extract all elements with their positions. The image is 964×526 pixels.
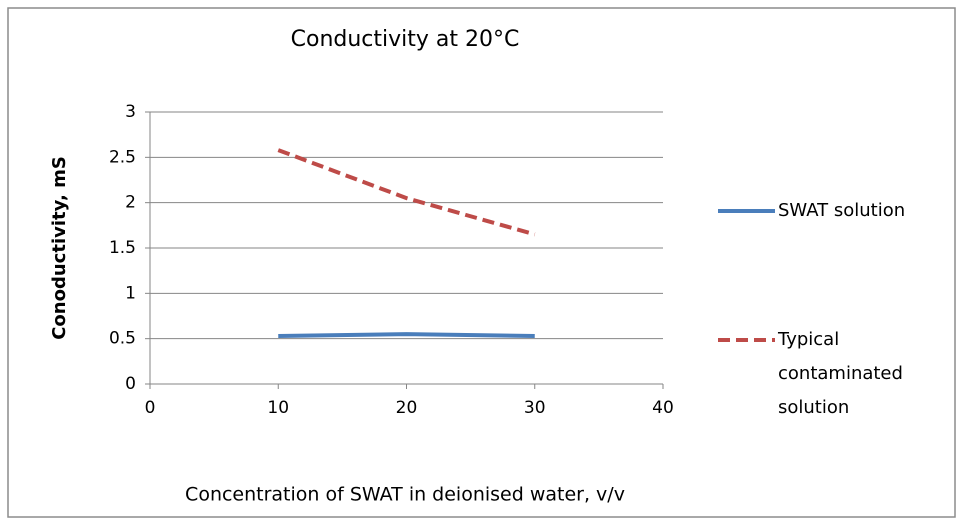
y-axis-label: Conoductivity, mS <box>49 156 70 340</box>
chart-title: Conductivity at 20°C <box>291 27 520 52</box>
x-axis-label: Concentration of SWAT in deionised water… <box>185 484 625 506</box>
series-line <box>278 332 535 338</box>
chart-border <box>7 7 956 518</box>
y-tick-label: 1 <box>125 283 136 303</box>
series-line <box>277 148 536 237</box>
y-tick-label: 1.5 <box>109 238 136 258</box>
y-tick-label: 0 <box>125 374 136 394</box>
y-tick-label: 2 <box>125 193 136 213</box>
legend-label: SWAT solution <box>778 200 906 221</box>
y-tick-label: 0.5 <box>109 329 136 349</box>
x-tick-label: 10 <box>267 398 289 418</box>
legend-label: Typical contaminated solution <box>778 329 903 418</box>
x-tick-label: 0 <box>145 398 156 418</box>
x-tick-label: 40 <box>652 398 674 418</box>
x-tick-label: 30 <box>524 398 546 418</box>
y-tick-label: 3 <box>125 102 136 122</box>
x-tick-label: 20 <box>396 398 418 418</box>
y-tick-label: 2.5 <box>109 147 136 167</box>
